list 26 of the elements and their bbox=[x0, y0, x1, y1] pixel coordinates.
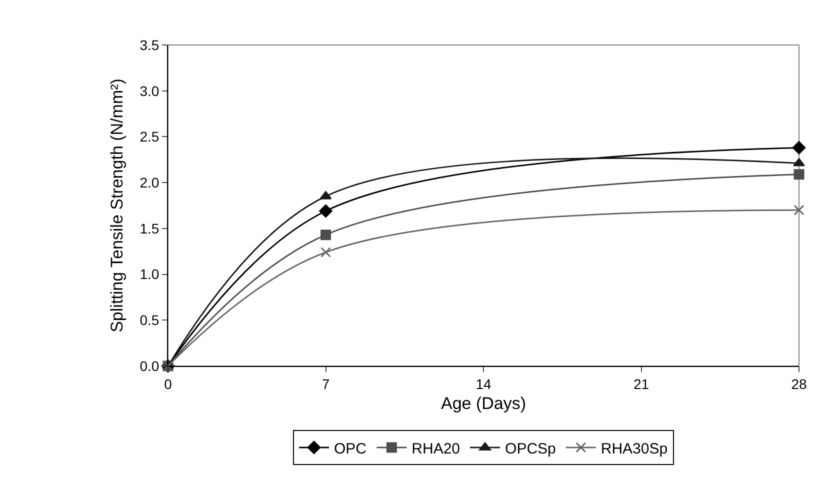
legend-label: OPCSp bbox=[505, 440, 556, 458]
x-tick-label: 21 bbox=[633, 376, 650, 392]
x-axis-title: Age (Days) bbox=[440, 394, 526, 414]
point bbox=[793, 158, 805, 166]
y-tick-label: 3.5 bbox=[140, 36, 160, 53]
point bbox=[320, 247, 331, 258]
y-tick-label: 0.5 bbox=[140, 312, 160, 328]
y-tick-label: 0.0 bbox=[140, 358, 160, 374]
x-tick-label: 7 bbox=[322, 376, 330, 392]
y-tick-label: 1.5 bbox=[140, 220, 160, 236]
x-tick-label: 14 bbox=[476, 376, 492, 392]
point bbox=[320, 230, 331, 240]
legend-label: RHA20 bbox=[412, 440, 460, 458]
y-tick-label: 2.0 bbox=[140, 174, 160, 190]
x-tick-label: 0 bbox=[164, 376, 172, 392]
point bbox=[319, 204, 332, 218]
legend-label: OPC bbox=[334, 440, 367, 458]
legend-label: RHA30Sp bbox=[600, 440, 668, 458]
y-tick-label: 2.5 bbox=[140, 128, 160, 145]
point bbox=[794, 204, 804, 216]
y-tick-label: 3.0 bbox=[140, 82, 160, 99]
point bbox=[794, 169, 804, 180]
point bbox=[792, 141, 806, 154]
y-axis-title: Splitting Tensile Strength (N/mm²) bbox=[107, 78, 126, 332]
x-tick-label: 28 bbox=[791, 376, 807, 392]
y-tick-label: 1.0 bbox=[140, 266, 160, 282]
